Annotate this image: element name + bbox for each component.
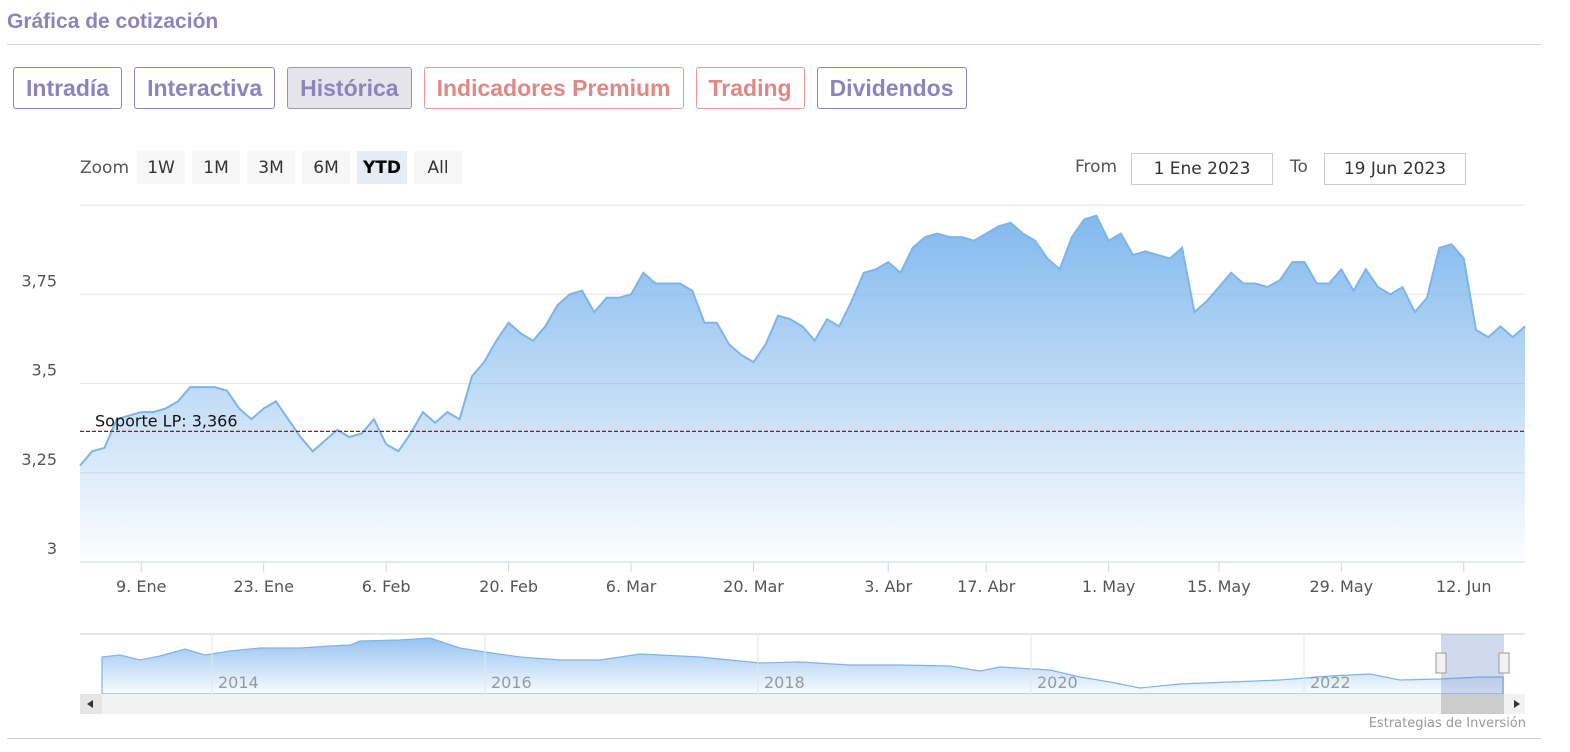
credit: Estrategias de Inversión	[1368, 716, 1526, 731]
zoom-button[interactable]: YTD	[357, 151, 408, 184]
y-tick-label: 3,75	[21, 271, 57, 290]
divider	[7, 738, 1541, 739]
plot-area: 3 3,25 3,5 3,75 9. Ene 23. Ene 6. Feb 20. Feb 6.…	[21, 204, 1526, 596]
tab[interactable]: Dividendos	[816, 67, 967, 109]
divider	[7, 44, 1541, 45]
tab[interactable]: Interactiva	[134, 67, 276, 109]
from-label: From	[1075, 157, 1118, 177]
x-tick-label: 15. May	[1187, 577, 1251, 596]
arrow-right	[1514, 700, 1520, 708]
navigator-label: 2020	[1037, 673, 1078, 692]
zoom-label: Zoom	[80, 158, 130, 178]
to-label: To	[1290, 157, 1308, 177]
y-tick-label: 3	[47, 539, 57, 558]
navigator-handle[interactable]	[1498, 652, 1510, 674]
arrow-left	[87, 700, 93, 708]
navigator-labels: 2014 2016 2018 2020 2022	[211, 634, 1351, 694]
support-label: Soporte LP: 3,366	[95, 411, 238, 430]
zoom-button[interactable]: 1M	[192, 151, 240, 184]
x-tick-label: 6. Feb	[362, 577, 411, 596]
navigator: 2014 2016 2018 2020 2022	[80, 633, 1525, 714]
zoom-button[interactable]: 3M	[247, 151, 295, 184]
tab[interactable]: Indicadores Premium	[423, 67, 684, 109]
y-tick-label: 3,5	[32, 361, 57, 380]
zoom-button[interactable]: 6M	[302, 151, 350, 184]
zoom-buttons: 1W 1M 3M 6M YTD All	[137, 151, 463, 184]
x-tick-label: 1. May	[1082, 577, 1135, 596]
tab[interactable]: Histórica	[287, 67, 412, 109]
x-tick-label: 6. Mar	[606, 577, 657, 596]
scrollbar-thumb[interactable]	[1441, 694, 1504, 714]
section-title: Gráfica de cotización	[7, 10, 219, 33]
navigator-label: 2018	[764, 673, 805, 692]
navigator-label: 2022	[1310, 673, 1351, 692]
tab[interactable]: Intradía	[13, 67, 123, 109]
tab[interactable]: Trading	[695, 67, 805, 109]
navigator-mask	[1441, 634, 1504, 694]
tab-bar: Intradía Interactiva Histórica Indicadores …	[13, 67, 967, 109]
zoom-button[interactable]: All	[414, 151, 463, 184]
navigator-label: 2014	[218, 673, 259, 692]
area-fill	[80, 215, 1525, 562]
from-input[interactable]: 1 Ene 2023	[1131, 153, 1273, 185]
x-tick-label: 9. Ene	[116, 577, 166, 596]
x-tick-label: 29. May	[1310, 577, 1374, 596]
zoom-button[interactable]: 1W	[137, 151, 185, 184]
y-tick-label: 3,25	[21, 450, 57, 469]
x-tick-label: 17. Abr	[957, 577, 1016, 596]
price-line	[79, 214, 1526, 467]
navigator-handle[interactable]	[1435, 652, 1447, 674]
x-tick-label: 12. Jun	[1436, 577, 1492, 596]
navigator-label: 2016	[491, 673, 532, 692]
navigator-series	[101, 637, 1504, 695]
x-tick-label: 20. Feb	[479, 577, 538, 596]
to-input[interactable]: 19 Jun 2023	[1324, 153, 1466, 185]
x-tick-label: 3. Abr	[864, 577, 912, 596]
x-tick-label: 20. Mar	[723, 577, 784, 596]
scrollbar-track[interactable]	[80, 694, 1525, 714]
x-tick-label: 23. Ene	[233, 577, 294, 596]
